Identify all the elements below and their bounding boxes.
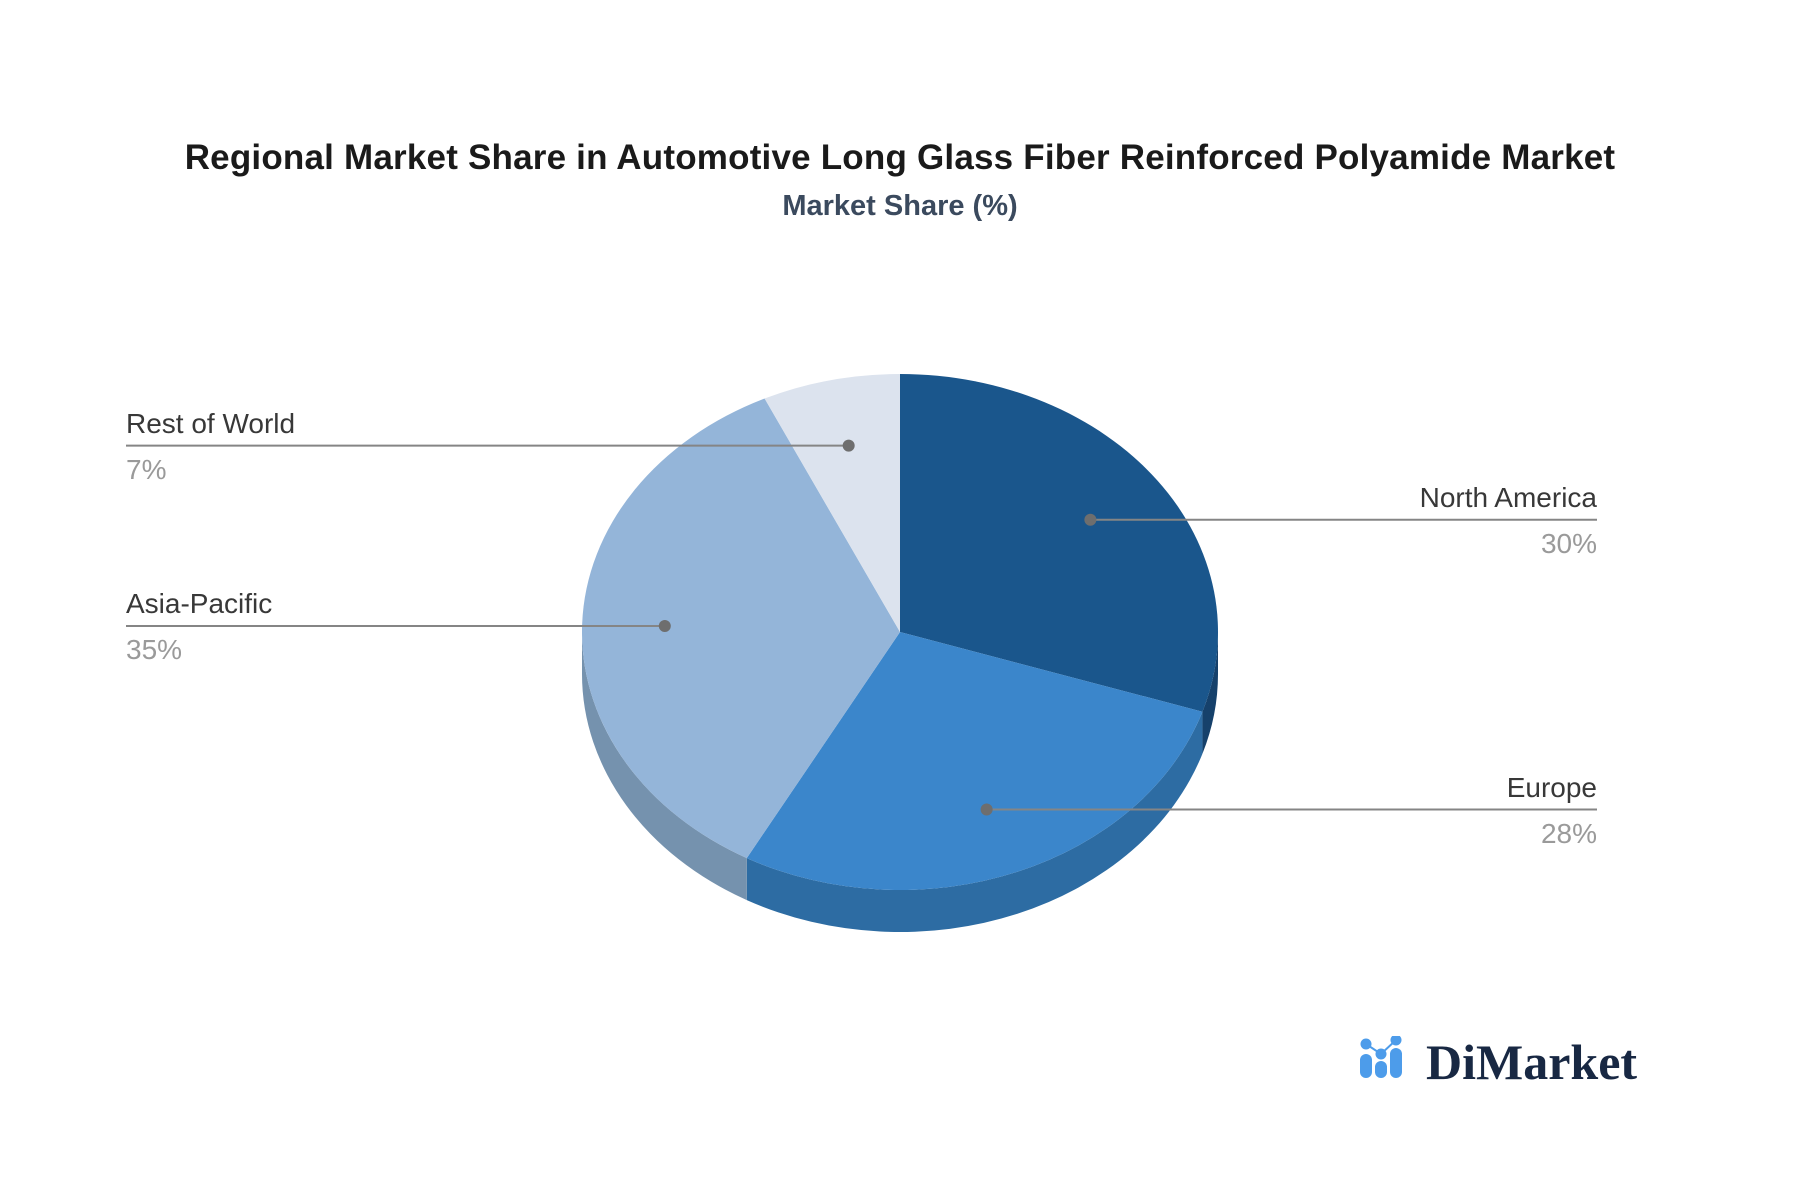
slice-label-name: Rest of World (126, 408, 296, 439)
leader-dot-europe (980, 803, 993, 816)
pie-slice-side-europe (746, 711, 1203, 932)
label-group-asia-pacific: Asia-Pacific 35% (126, 588, 606, 666)
slice-label-value: 35% (126, 634, 183, 665)
bar-icon-bar (1390, 1048, 1402, 1078)
pie-slice-rest-of-world[interactable] (764, 374, 900, 632)
leader-dot-asia-pacific (658, 620, 671, 633)
bar-icon-bar (1360, 1054, 1372, 1078)
pie-slice-side-north-america (1202, 632, 1218, 754)
pie-slice-europe[interactable] (746, 632, 1203, 890)
pie-slice-side-asia-pacific (582, 632, 747, 901)
bar-chart-icon (1360, 1036, 1402, 1078)
slice-label-value: 30% (1540, 528, 1597, 559)
pie-slice-north-america[interactable] (900, 373, 1218, 712)
slice-label-value: 28% (1540, 818, 1597, 849)
trend-dot (1375, 1048, 1387, 1060)
leader-dot-rest-of-world (842, 439, 855, 452)
slice-label-name: North America (1419, 482, 1597, 513)
slice-label-name: Asia-Pacific (126, 588, 273, 619)
label-group-rest-of-world: Rest of World 7% (126, 408, 606, 486)
chart-title: Regional Market Share in Automotive Long… (184, 138, 1616, 177)
pie-slice-asia-pacific[interactable] (582, 398, 900, 859)
logo-text: DiMarket (1426, 1034, 1638, 1090)
chart-subtitle: Market Share (%) (782, 190, 1018, 222)
trend-dot (1360, 1038, 1372, 1050)
bar-icon-bar (1375, 1061, 1387, 1078)
leader-dot-north-america (1084, 513, 1097, 526)
label-group-europe: Europe 28% (1117, 772, 1597, 850)
slice-label-name: Europe (1506, 772, 1597, 803)
dimarket-logo: DiMarket (1360, 1036, 1637, 1088)
label-group-north-america: North America 30% (1117, 482, 1597, 560)
trend-dot (1390, 1036, 1402, 1046)
slice-label-value: 7% (126, 454, 167, 485)
